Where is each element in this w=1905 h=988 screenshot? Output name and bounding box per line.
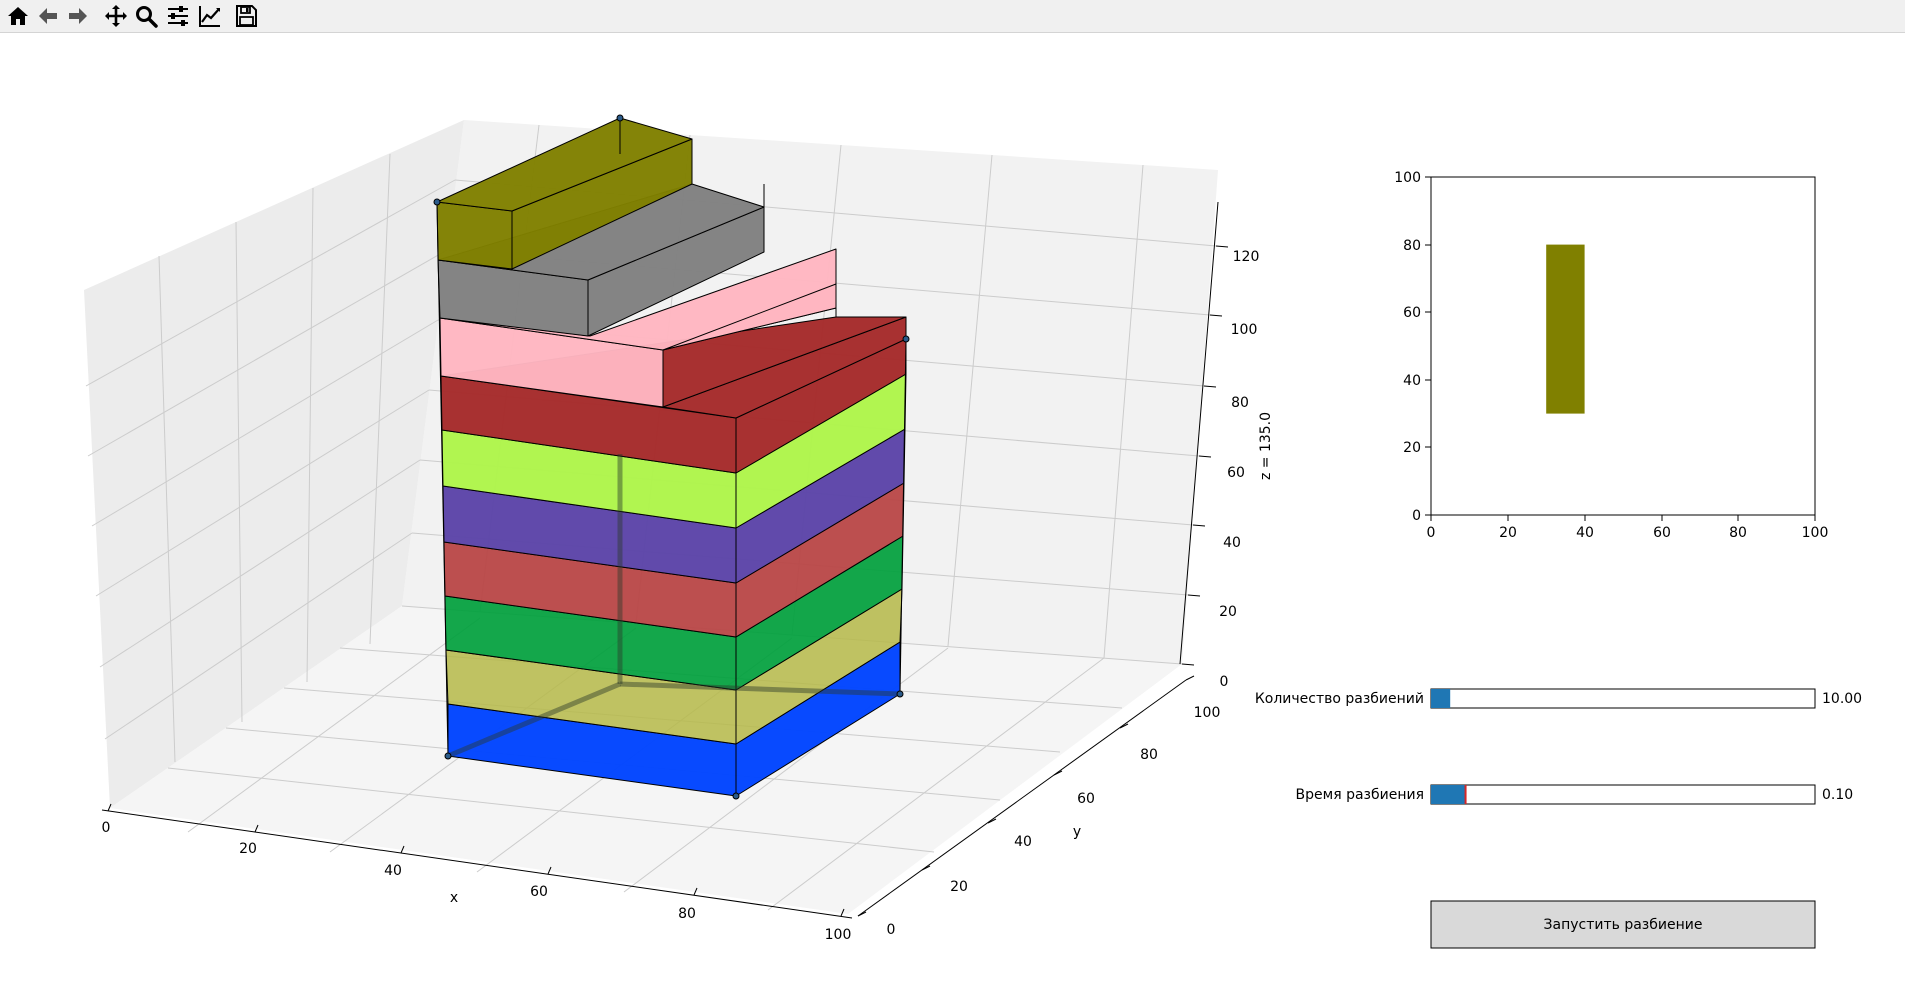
y-tick-labels: 0 20 40 60 80 100 [887,705,1221,938]
slider-count-label: Количество разбиений [1255,691,1424,707]
plot2d-x-tick-label: 80 [1729,525,1747,541]
y-axis-label: y [1073,824,1081,840]
plot2d-x-tick-labels: 0 20 40 60 80 100 [1427,525,1829,541]
x-tick-marks [107,803,845,917]
x-tick-label: 20 [239,841,257,857]
configure-subplots-icon [168,6,188,26]
back-button[interactable] [34,2,62,30]
z-tick-label: 40 [1223,535,1241,551]
run-partition-button[interactable]: Запустить разбиение [1430,900,1816,949]
plot2d-x-tick-label: 0 [1427,525,1436,541]
z-tick-label: 60 [1227,465,1245,481]
box-back-edges [447,454,901,759]
y-tick-label: 0 [887,922,896,938]
slider-time-fill[interactable] [1431,785,1466,804]
edit-axis-button[interactable] [196,2,224,30]
pan-button[interactable] [102,2,130,30]
x-tick-labels: 0 20 40 60 80 100 [102,820,852,943]
y-tick-label: 60 [1077,791,1095,807]
slider-time[interactable]: Время разбиения 0.10 [1296,784,1854,805]
save-floppy-icon [236,5,257,27]
forward-arrow-icon [69,8,87,24]
x-tick-label: 0 [102,820,111,836]
z-tick-label: 20 [1219,604,1237,620]
z-tick-marks [1181,245,1229,666]
configure-subplots-button[interactable] [164,2,192,30]
x-tick-label: 40 [384,863,402,879]
zoom-magnifier-icon [136,6,158,28]
x-tick-label: 60 [530,884,548,900]
z-tick-label: 120 [1233,249,1260,265]
rectangle-patch [1546,244,1585,414]
slider-time-track[interactable] [1430,784,1816,805]
y-tick-label: 40 [1014,834,1032,850]
plot2d-y-tick-label: 20 [1403,440,1421,456]
slider-time-label: Время разбиения [1296,787,1424,803]
zoom-button[interactable] [132,2,160,30]
y-tick-label: 100 [1194,705,1221,721]
plot2d-y-tick-label: 60 [1403,305,1421,321]
z-tick-label: 80 [1231,395,1249,411]
pane-left [84,120,464,808]
z-axis-label: z = 135.0 [1258,412,1274,480]
plot2d-x-tick-label: 100 [1802,525,1829,541]
x-axis-label: x [450,890,458,906]
run-partition-button-bg[interactable] [1430,900,1816,949]
box-layers[interactable] [433,114,910,800]
pan-move-icon [105,5,127,27]
plot2d-y-tick-label: 100 [1394,170,1421,186]
plot2d-x-tick-label: 60 [1653,525,1671,541]
plot2d-y-tick-labels: 0 20 40 60 80 100 [1394,170,1421,524]
box-layer[interactable] [436,117,693,270]
x-tick-label: 80 [678,906,696,922]
y-tick-marks [857,675,1195,917]
edit-axis-icon [199,6,220,27]
z-tick-label: 100 [1231,322,1258,338]
y-tick-label: 20 [950,879,968,895]
axis-lines [101,201,1219,919]
corner-points [433,114,910,800]
box-edges [436,118,907,796]
figure-canvas[interactable]: 0 20 40 60 80 100 x 0 20 40 60 80 100 y [0,34,1905,988]
y-tick-label: 80 [1140,747,1158,763]
axes-3d[interactable]: 0 20 40 60 80 100 x 0 20 40 60 80 100 y [84,114,1274,943]
slider-time-initial-marker [1464,785,1467,804]
slider-count-track[interactable] [1430,688,1816,709]
plot2d-frame [1430,176,1816,516]
home-button[interactable] [4,2,32,30]
plot2d-x-tick-label: 40 [1576,525,1594,541]
save-button[interactable] [232,2,260,30]
slider-count-value: 10.00 [1822,691,1862,707]
z-tick-label: 0 [1220,674,1229,690]
axes-2d[interactable]: 0 20 40 60 80 100 0 20 40 60 80 100 [1394,170,1828,541]
plot2d-tick-marks [1425,176,1816,521]
home-icon [8,7,28,25]
plot2d-x-tick-label: 20 [1499,525,1517,541]
box-layer[interactable] [439,248,837,408]
slider-count-fill[interactable] [1431,689,1451,708]
plot2d-y-tick-label: 0 [1412,508,1421,524]
run-partition-button-label: Запустить разбиение [1544,917,1703,933]
toolbar [0,0,1905,33]
plot2d-y-tick-label: 40 [1403,373,1421,389]
x-tick-label: 100 [825,927,852,943]
plot2d-y-tick-label: 80 [1403,238,1421,254]
slider-count[interactable]: Количество разбиений 10.00 [1255,688,1862,709]
z-tick-labels: 0 20 40 60 80 100 120 [1219,249,1259,690]
back-arrow-icon [39,8,57,24]
slider-time-value: 0.10 [1822,787,1853,803]
forward-button[interactable] [64,2,92,30]
